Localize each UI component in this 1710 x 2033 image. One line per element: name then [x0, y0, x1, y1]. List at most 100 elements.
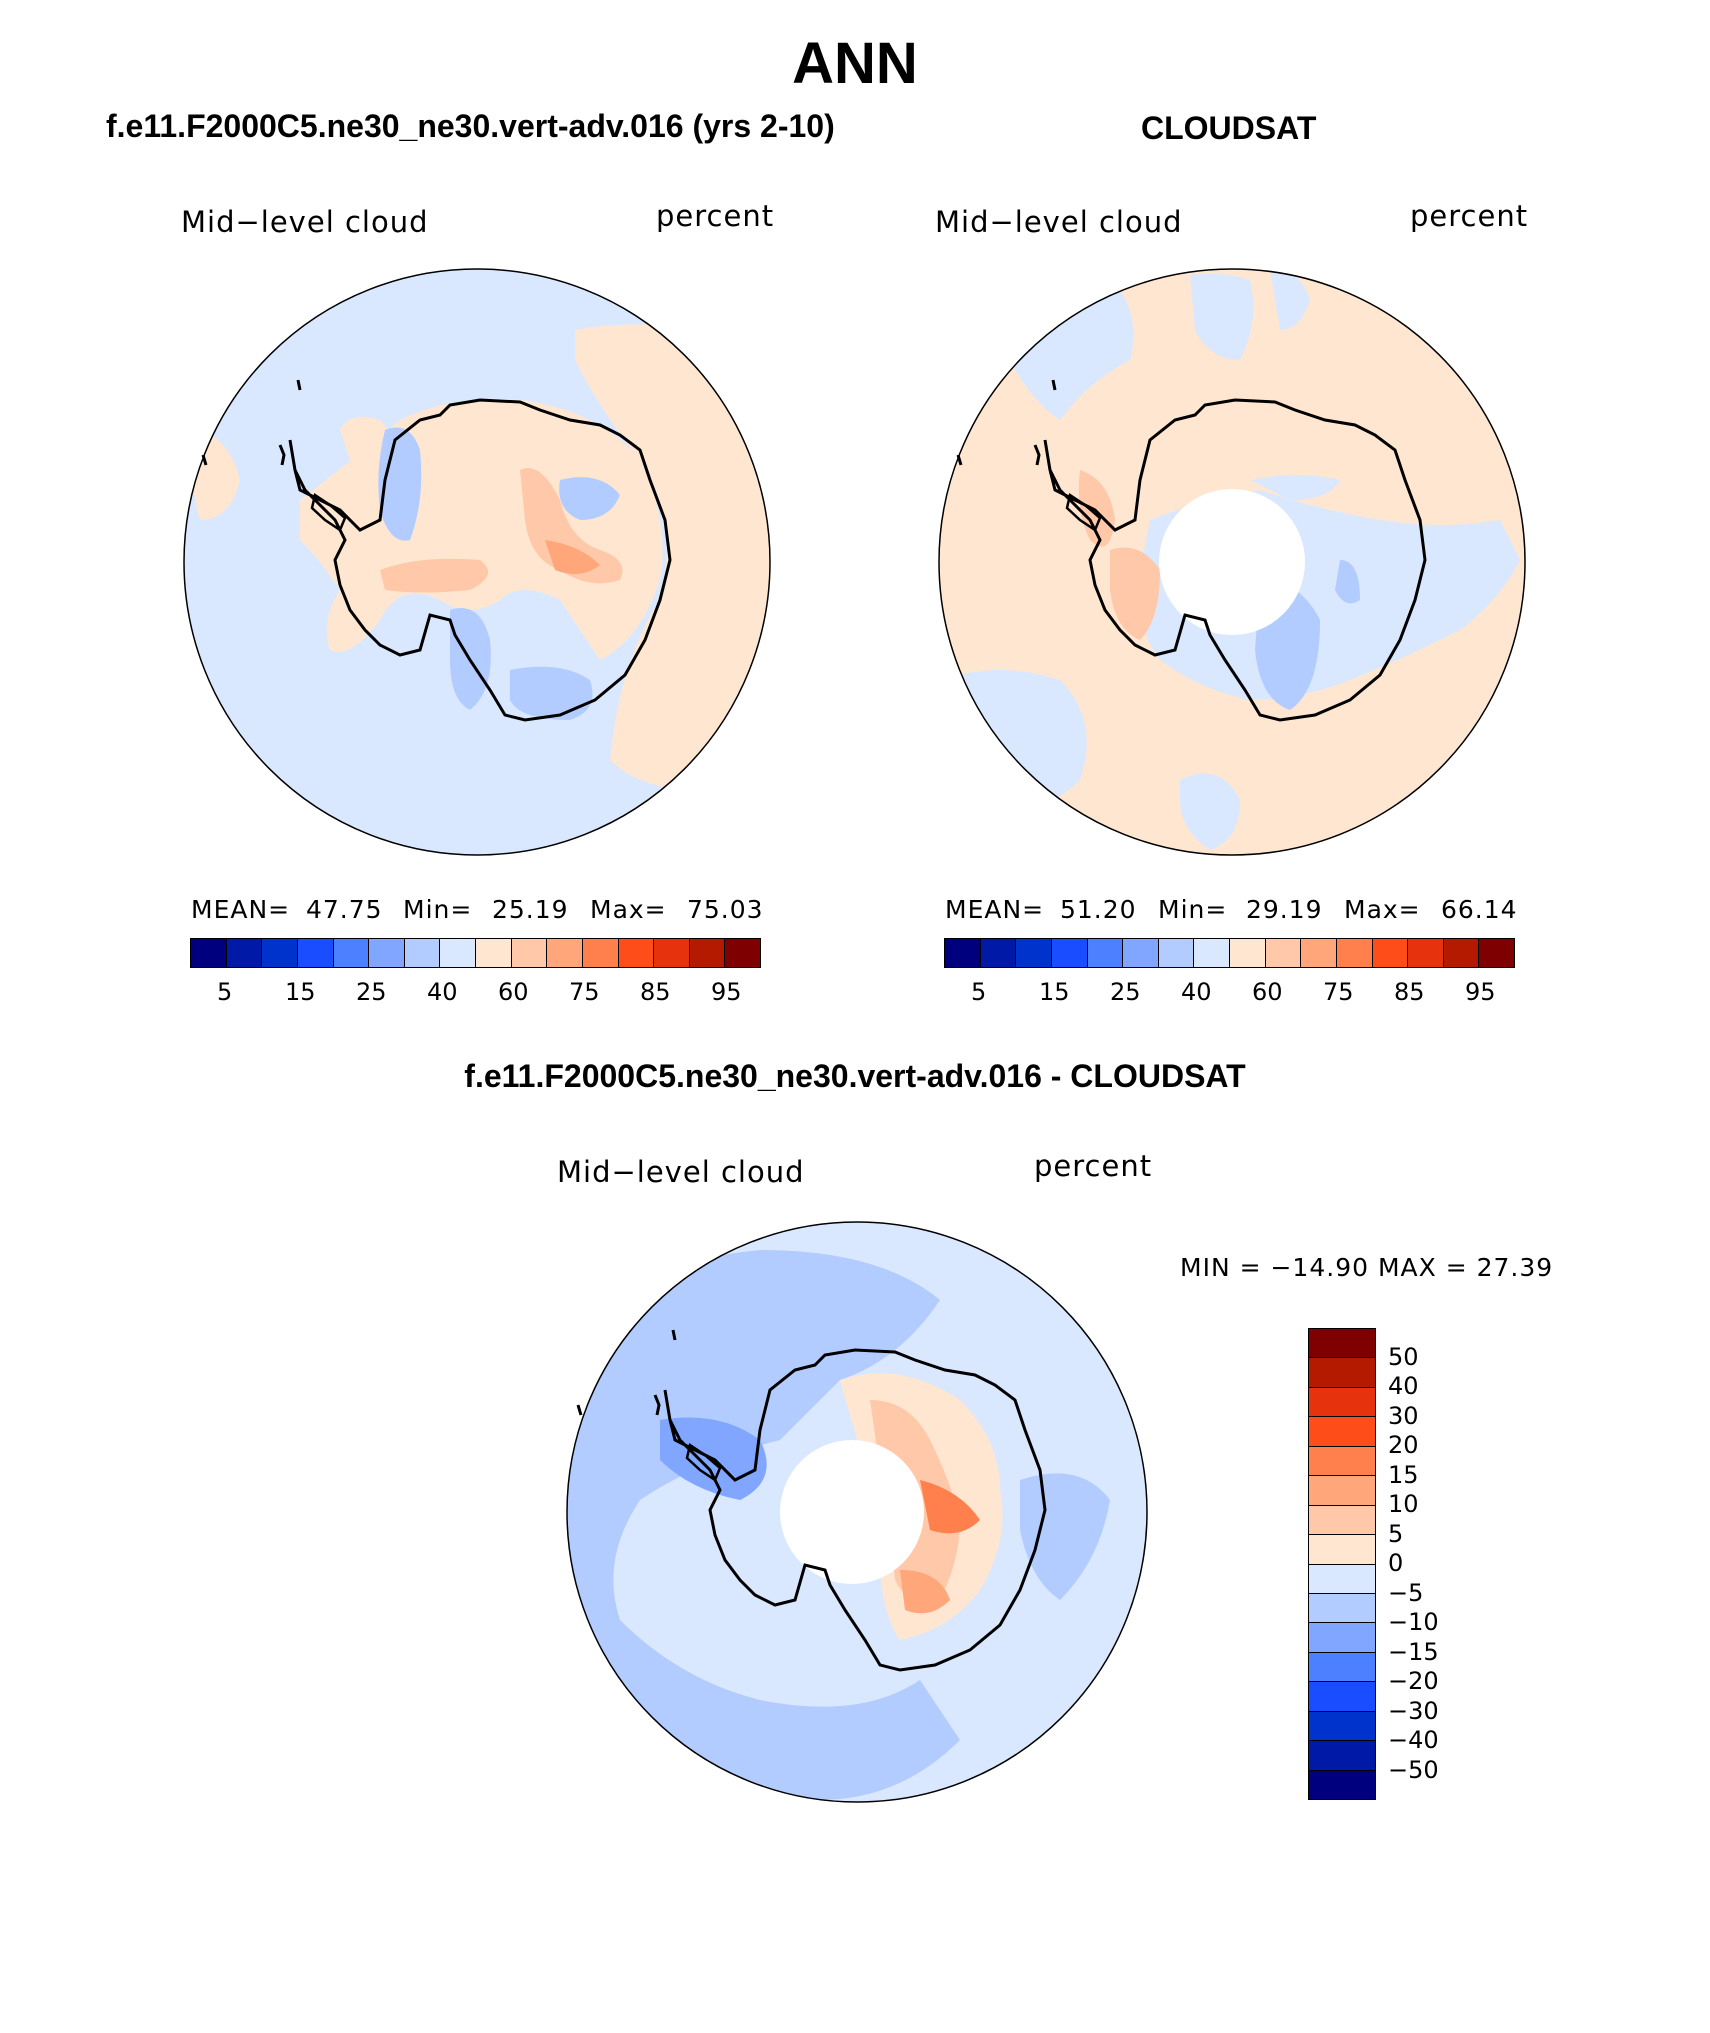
colorbar-swatch — [1123, 939, 1159, 967]
diff-colorbar-tick: 0 — [1388, 1549, 1404, 1577]
panel1-tick: 5 — [217, 978, 233, 1006]
diff-minmax: MIN = −14.90 MAX = 27.39 — [1180, 1253, 1554, 1282]
diff-units-label: percent — [1034, 1149, 1153, 1183]
colorbar-swatch — [1051, 939, 1088, 967]
panel1-tick: 85 — [640, 978, 671, 1006]
panel2-tick: 25 — [1110, 978, 1141, 1006]
colorbar-swatch — [945, 939, 981, 967]
panel2-tick: 85 — [1394, 978, 1425, 1006]
colorbar-swatch — [547, 939, 583, 967]
panel2-min-label: Min= — [1158, 895, 1228, 924]
diff-colorbar-swatch — [1309, 1593, 1375, 1624]
diff-colorbar-tick: −40 — [1388, 1726, 1439, 1754]
colorbar-swatch — [1336, 939, 1373, 967]
diff-colorbar-tick: 20 — [1388, 1431, 1419, 1459]
panel2-mean-value: 51.20 — [1060, 895, 1137, 924]
panel2-min-value: 29.19 — [1246, 895, 1323, 924]
diff-variable-label: Mid−level cloud — [557, 1155, 805, 1189]
diff-colorbar-tick: 15 — [1388, 1460, 1419, 1489]
panel1-units-label: percent — [656, 199, 775, 233]
diff-colorbar-tick: 30 — [1388, 1401, 1419, 1430]
panel2-max-label: Max= — [1344, 895, 1421, 924]
colorbar-swatch — [1301, 939, 1337, 967]
colorbar-swatch — [404, 939, 441, 967]
panel2-max-value: 66.14 — [1441, 895, 1518, 924]
diff-colorbar-tick: 50 — [1388, 1342, 1419, 1371]
diff-colorbar-tick: −50 — [1388, 1755, 1439, 1784]
model-polar-map — [183, 268, 771, 856]
panel1-min-label: Min= — [403, 895, 473, 924]
panel1-tick: 40 — [427, 978, 458, 1006]
panel1-mean-label: MEAN= — [191, 895, 291, 924]
diff-colorbar-swatch — [1309, 1623, 1375, 1653]
colorbar-swatch — [369, 939, 405, 967]
panel2-variable-label: Mid−level cloud — [935, 205, 1183, 239]
panel1-tick: 15 — [285, 978, 316, 1006]
diff-colorbar-swatch — [1309, 1741, 1375, 1771]
colorbar-swatch — [297, 939, 334, 967]
panel2-tick: 60 — [1252, 978, 1283, 1006]
diff-colorbar-swatch — [1309, 1564, 1375, 1594]
panel2-mean-label: MEAN= — [945, 895, 1045, 924]
diff-colorbar — [1308, 1328, 1376, 1800]
panel2-units-label: percent — [1410, 199, 1529, 233]
panel1-colorbar — [190, 938, 761, 968]
diff-colorbar-swatch — [1309, 1770, 1375, 1799]
colorbar-swatch — [1372, 939, 1409, 967]
diff-colorbar-tick: −10 — [1388, 1608, 1439, 1636]
colorbar-swatch — [1016, 939, 1052, 967]
diff-colorbar-tick: −20 — [1388, 1667, 1439, 1695]
colorbar-swatch — [1194, 939, 1230, 967]
colorbar-swatch — [1479, 939, 1514, 967]
diff-colorbar-swatch — [1309, 1652, 1375, 1683]
colorbar-swatch — [476, 939, 512, 967]
diff-colorbar-swatch — [1309, 1446, 1375, 1477]
colorbar-swatch — [1265, 939, 1302, 967]
panel1-tick: 25 — [356, 978, 387, 1006]
colorbar-swatch — [725, 939, 760, 967]
diff-colorbar-swatch — [1309, 1358, 1375, 1388]
panel2-tick: 15 — [1039, 978, 1070, 1006]
colorbar-swatch — [980, 939, 1017, 967]
diff-colorbar-swatch — [1309, 1329, 1375, 1359]
panel1-variable-label: Mid−level cloud — [181, 205, 429, 239]
colorbar-swatch — [262, 939, 298, 967]
colorbar-swatch — [582, 939, 619, 967]
diff-colorbar-swatch — [1309, 1535, 1375, 1565]
diff-colorbar-tick: 40 — [1388, 1372, 1419, 1400]
page-title: ANN — [792, 31, 918, 96]
diff-colorbar-tick: 5 — [1388, 1519, 1404, 1548]
diff-colorbar-swatch — [1309, 1682, 1375, 1712]
colorbar-swatch — [511, 939, 548, 967]
difference-polar-map — [566, 1221, 1148, 1803]
diff-colorbar-swatch — [1309, 1476, 1375, 1506]
diff-colorbar-tick: −15 — [1388, 1637, 1439, 1666]
panel1-tick: 75 — [569, 978, 600, 1006]
panel1-max-label: Max= — [590, 895, 667, 924]
colorbar-swatch — [618, 939, 655, 967]
colorbar-swatch — [191, 939, 227, 967]
panel2-tick: 40 — [1181, 978, 1212, 1006]
colorbar-swatch — [1230, 939, 1266, 967]
diff-colorbar-tick: −30 — [1388, 1696, 1439, 1725]
diff-colorbar-swatch — [1309, 1387, 1375, 1418]
panel2-subtitle: CLOUDSAT — [1141, 110, 1317, 146]
colorbar-swatch — [654, 939, 690, 967]
panel1-subtitle: f.e11.F2000C5.ne30_ne30.vert-adv.016 (yr… — [106, 108, 835, 144]
panel1-mean-value: 47.75 — [306, 895, 383, 924]
panel1-tick: 60 — [498, 978, 529, 1006]
panel2-tick: 75 — [1323, 978, 1354, 1006]
panel1-max-value: 75.03 — [687, 895, 764, 924]
panel1-min-value: 25.19 — [492, 895, 569, 924]
diff-colorbar-tick: 10 — [1388, 1490, 1419, 1518]
panel1-tick: 95 — [711, 978, 742, 1006]
colorbar-swatch — [333, 939, 370, 967]
colorbar-swatch — [440, 939, 476, 967]
diff-colorbar-tick: −5 — [1388, 1578, 1424, 1607]
diff-subtitle: f.e11.F2000C5.ne30_ne30.vert-adv.016 - C… — [464, 1058, 1246, 1094]
colorbar-swatch — [1408, 939, 1444, 967]
colorbar-swatch — [1158, 939, 1195, 967]
diff-colorbar-swatch — [1309, 1417, 1375, 1447]
colorbar-swatch — [1087, 939, 1124, 967]
diff-colorbar-swatch — [1309, 1711, 1375, 1742]
